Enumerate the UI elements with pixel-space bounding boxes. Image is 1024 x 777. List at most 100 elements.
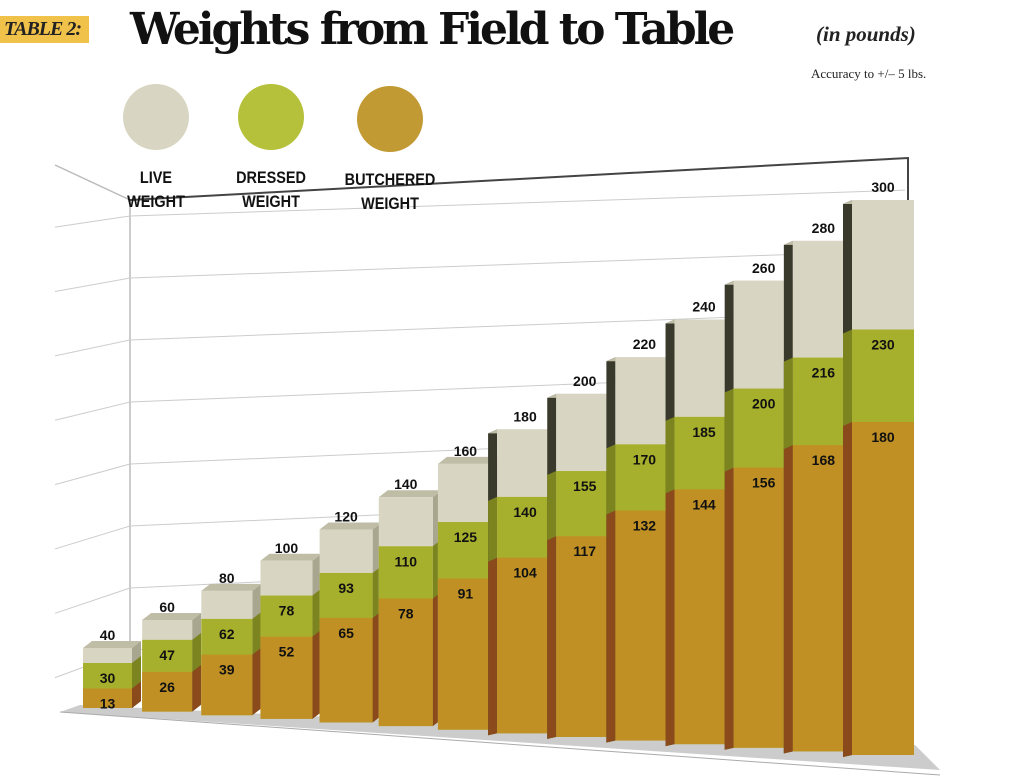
data-label: 30 — [100, 670, 116, 686]
gridline — [54, 277, 131, 293]
bar-butchered-weight — [319, 617, 373, 723]
bar-side — [488, 557, 498, 736]
bar-top — [319, 522, 382, 530]
gridline — [54, 463, 131, 486]
bar-butchered-weight — [83, 688, 132, 708]
bar-side — [547, 536, 557, 739]
data-label: 78 — [279, 603, 295, 619]
data-label: 140 — [394, 476, 418, 492]
bar-side — [724, 467, 734, 750]
data-label: 93 — [338, 580, 354, 596]
data-label: 104 — [513, 565, 537, 581]
data-label: 65 — [338, 625, 354, 641]
data-label: 80 — [219, 570, 235, 586]
data-label: 155 — [573, 478, 597, 494]
data-label: 156 — [752, 475, 776, 491]
data-label: 120 — [334, 509, 358, 525]
gridline — [54, 525, 131, 550]
gridline — [54, 401, 131, 421]
legend-label: WEIGHT — [127, 192, 185, 211]
legend-label: WEIGHT — [361, 194, 419, 213]
data-label: 160 — [454, 443, 478, 459]
bar-butchered-weight — [674, 489, 734, 745]
bar-top — [378, 490, 442, 498]
bar-side — [312, 629, 322, 719]
data-label: 240 — [692, 299, 716, 315]
gridline — [54, 215, 131, 228]
data-label: 91 — [458, 585, 474, 601]
bar-butchered-weight — [142, 671, 193, 712]
legend-live: LIVE WEIGHT — [96, 84, 216, 214]
legend-swatch-dressed — [238, 84, 304, 150]
bar-side — [252, 647, 262, 716]
bar-butchered-weight — [497, 557, 554, 734]
bar-top — [437, 456, 502, 464]
accuracy-note: Accuracy to +/– 5 lbs. — [811, 66, 927, 81]
bar-side — [606, 510, 616, 743]
data-label: 39 — [219, 662, 235, 678]
data-label: 185 — [692, 424, 716, 440]
gridline — [54, 587, 131, 614]
data-label: 230 — [871, 337, 895, 353]
data-label: 62 — [219, 626, 235, 642]
axis-wall-back — [129, 156, 909, 201]
bar-butchered-weight — [260, 636, 313, 719]
data-label: 78 — [398, 606, 414, 622]
chart-title: Weights from Field to Table — [130, 4, 735, 55]
bar-butchered-weight — [437, 578, 493, 730]
data-label: 110 — [394, 553, 417, 569]
axis-wall-left — [54, 164, 131, 712]
data-label: 168 — [812, 452, 836, 468]
data-label: 47 — [159, 647, 175, 663]
data-label: 216 — [812, 365, 836, 381]
legend-swatch-butchered — [357, 86, 423, 152]
units-label: (in pounds) — [816, 22, 916, 46]
legend-swatch-live — [123, 84, 189, 150]
floor-edge — [59, 711, 941, 776]
data-label: 180 — [871, 429, 895, 445]
bar-side — [665, 489, 675, 747]
data-label: 200 — [573, 373, 597, 389]
table-tag: TABLE 2: — [0, 16, 90, 43]
bar-top — [201, 583, 262, 591]
bar-top — [260, 553, 322, 561]
bar-side — [843, 422, 852, 757]
gridline — [54, 339, 131, 357]
legend-label: WEIGHT — [242, 192, 300, 211]
legend-dressed: DRESSED WEIGHT — [211, 84, 331, 214]
data-label: 300 — [871, 179, 895, 195]
data-label: 180 — [513, 408, 537, 424]
data-label: 40 — [100, 627, 116, 643]
data-label: 280 — [812, 220, 836, 236]
data-label: 140 — [513, 504, 537, 520]
data-label: 260 — [752, 260, 776, 276]
legend-label: BUTCHERED — [344, 170, 436, 189]
legend-label: LIVE — [139, 168, 173, 187]
data-label: 117 — [573, 543, 596, 559]
data-label: 144 — [692, 496, 716, 512]
data-label: 100 — [275, 540, 299, 556]
data-label: 220 — [633, 336, 657, 352]
gridline — [129, 249, 906, 279]
data-label: 170 — [633, 451, 657, 467]
bar-top — [83, 641, 141, 648]
bar-top — [142, 613, 202, 620]
data-label: 26 — [159, 679, 175, 695]
bar-butchered-weight — [201, 654, 253, 716]
bar-butchered-weight — [378, 598, 433, 727]
bar-butchered-weight — [852, 422, 914, 755]
gridline — [129, 189, 906, 217]
bar-side — [783, 445, 793, 754]
legend-label: DRESSED — [236, 168, 306, 187]
bar-butchered-weight — [556, 536, 614, 737]
bar-side — [132, 681, 141, 708]
data-label: 200 — [752, 396, 776, 412]
data-label: 125 — [454, 529, 478, 545]
data-label: 60 — [159, 599, 175, 615]
legend-butchered: BUTCHERED WEIGHT — [330, 86, 450, 216]
data-label: 132 — [633, 518, 657, 534]
data-label: 52 — [279, 644, 295, 660]
floor — [60, 705, 940, 770]
